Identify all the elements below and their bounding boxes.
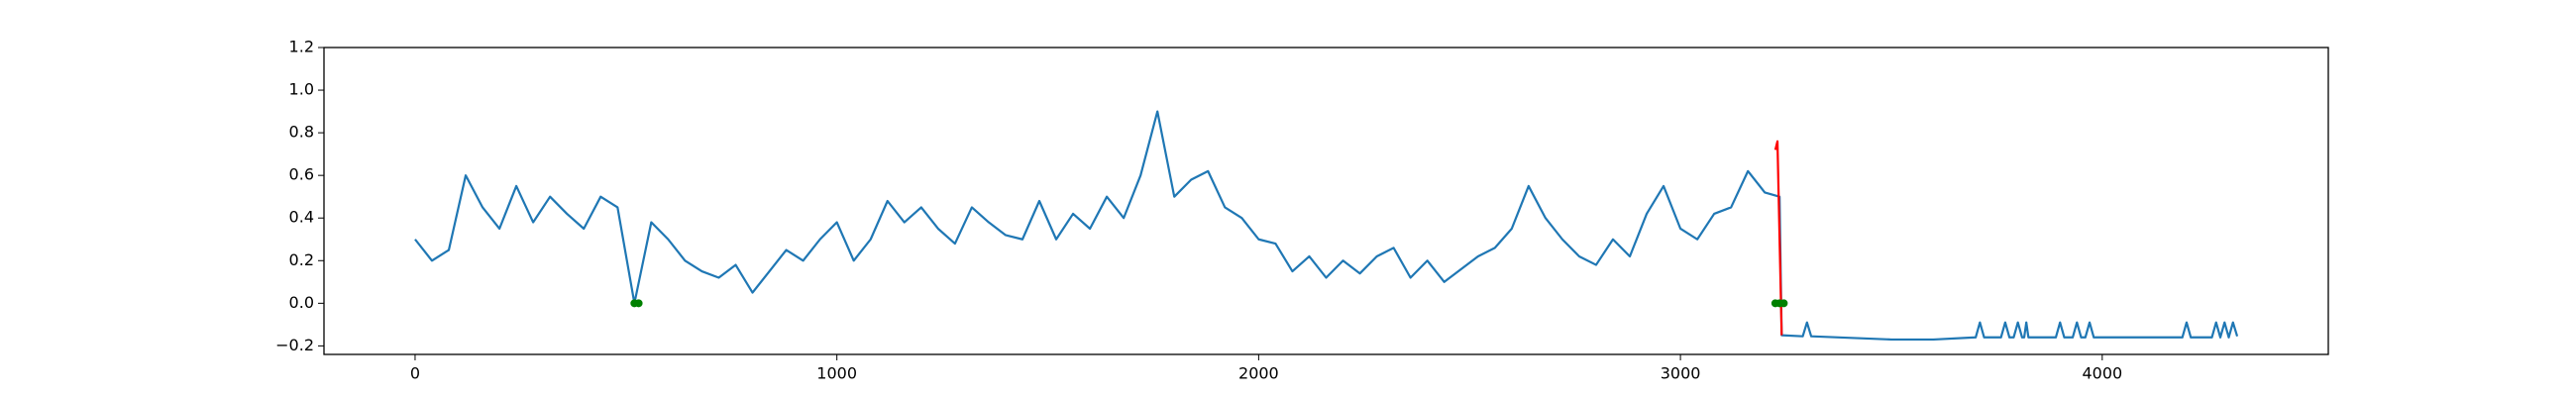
data-line xyxy=(1773,140,1783,336)
y-tick-label: −0.2 xyxy=(275,336,314,354)
x-tick-label: 0 xyxy=(410,364,420,383)
plot-frame xyxy=(323,47,2329,355)
y-tick-label: 1.0 xyxy=(289,80,314,99)
y-tick-label: 0.4 xyxy=(289,208,314,227)
x-tick-label: 2000 xyxy=(1238,364,1279,383)
x-tick-label: 1000 xyxy=(816,364,857,383)
y-tick-label: 0.0 xyxy=(289,293,314,312)
y-tick-label: 0.6 xyxy=(289,165,314,184)
y-tick-label: 1.2 xyxy=(289,38,314,56)
y-tick-label: 0.2 xyxy=(289,250,314,269)
y-tick-label: 0.8 xyxy=(289,123,314,142)
data-point xyxy=(1779,299,1788,308)
data-line xyxy=(414,110,2239,342)
x-tick-label: 4000 xyxy=(2082,364,2122,383)
data-point xyxy=(634,299,643,308)
x-tick-label: 3000 xyxy=(1661,364,1701,383)
